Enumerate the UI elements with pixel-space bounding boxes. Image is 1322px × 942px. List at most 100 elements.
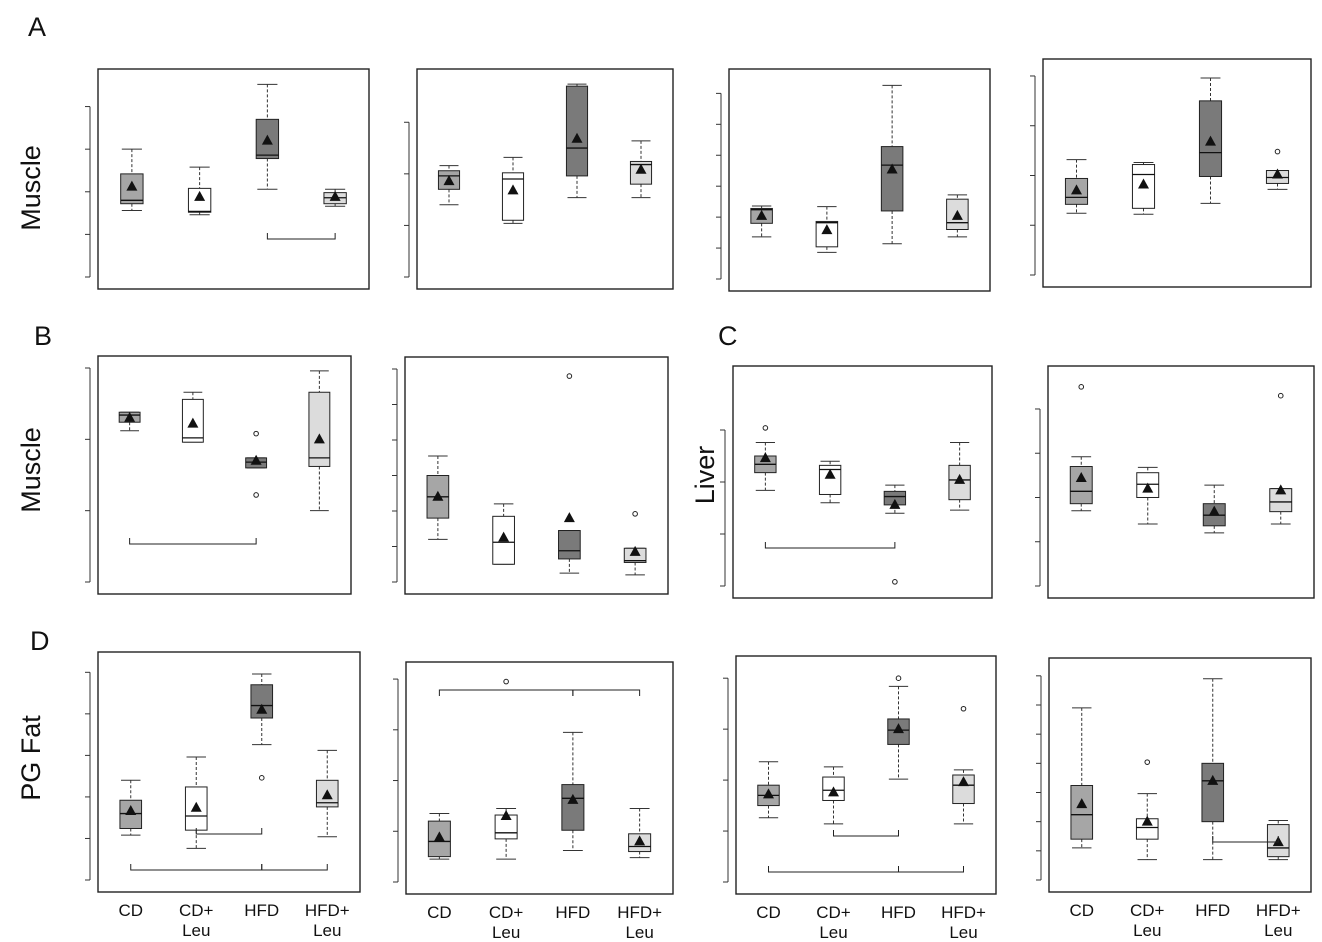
plot-frame (1047, 365, 1315, 599)
box-cd-plus-leu (501, 156, 525, 224)
significance-bracket (898, 866, 964, 873)
row-label-muscle-b: Muscle (16, 427, 46, 513)
outlier-point (895, 675, 902, 681)
box-cd (757, 761, 780, 819)
box-cd (120, 148, 144, 212)
x-category-label-line: Leu (625, 923, 653, 942)
box-cd (427, 813, 451, 860)
significance-bracket (130, 864, 263, 871)
box-cd-plus-leu (815, 206, 839, 253)
x-category-label: CD+ Leu (179, 901, 214, 940)
box-cd (118, 411, 141, 432)
panel-letter-a: A (28, 12, 46, 42)
x-category-label: CD (1069, 901, 1094, 920)
mean-marker (828, 786, 839, 797)
box-hfd (565, 83, 589, 199)
box-cd-plus-leu (822, 766, 845, 825)
significance-bracket (764, 542, 896, 549)
mean-marker (1138, 178, 1149, 189)
box-cd (750, 205, 773, 238)
outlier-point (1078, 384, 1085, 390)
box-cd (1070, 707, 1094, 849)
box-cd-plus-leu (492, 503, 515, 565)
mean-marker (329, 190, 341, 201)
mean-marker (821, 224, 833, 235)
outlier-point (892, 579, 898, 585)
x-category-label: HFD+ Leu (305, 901, 350, 940)
box-hfd (1201, 678, 1225, 861)
x-category-label: HFD (1195, 901, 1230, 920)
plot-frame (728, 68, 991, 292)
mean-marker (1275, 484, 1287, 495)
mean-marker (763, 788, 774, 799)
box-cd-plus-leu (181, 391, 204, 443)
x-category-label: CD (427, 903, 452, 922)
x-category-label-line: CD+ (1130, 901, 1165, 920)
box-hfd-plus-leu (1265, 148, 1290, 190)
mean-marker (433, 831, 445, 842)
chart-panel-4 (1030, 58, 1312, 288)
x-category-label-line: Leu (1264, 921, 1292, 940)
mean-marker (634, 835, 646, 846)
x-category-label: CD+ Leu (1130, 901, 1165, 940)
row-label-pg-fat: PG Fat (16, 715, 46, 801)
iqr-box (250, 684, 274, 719)
x-category-label: HFD+ Leu (941, 903, 986, 942)
mean-marker (951, 209, 963, 220)
x-category-label-line: HFD+ (1256, 901, 1301, 920)
mean-marker (1207, 774, 1219, 785)
x-category-label-line: Leu (1133, 921, 1161, 940)
outlier-point (762, 425, 769, 431)
mean-marker (190, 801, 202, 812)
x-category-label: HFD (881, 903, 916, 922)
box-cd-plus-leu (494, 678, 518, 860)
iqr-box (1201, 762, 1225, 823)
mean-marker (250, 454, 262, 465)
significance-bracket (266, 233, 336, 240)
iqr-box (1070, 785, 1094, 840)
mean-marker (1076, 798, 1088, 809)
x-category-label-line: HFD (555, 903, 590, 922)
mean-marker (889, 498, 901, 509)
x-category-label-line: CD+ (816, 903, 851, 922)
chart-panel-6 (392, 356, 669, 595)
outlier-point (1144, 759, 1151, 765)
mean-marker (759, 452, 771, 463)
x-category-label: HFD (555, 903, 590, 922)
mean-marker (893, 723, 904, 734)
panel-letter-c: C (718, 321, 738, 351)
x-category-label-line: CD (118, 901, 143, 920)
mean-marker (500, 810, 512, 821)
mean-marker (125, 805, 137, 816)
box-hfd-plus-leu (629, 140, 653, 199)
plot-frame (1048, 657, 1312, 893)
mean-marker (187, 417, 199, 428)
mean-marker (563, 512, 575, 523)
box-cd (437, 165, 461, 206)
mean-marker (571, 132, 583, 143)
panel-letter-b: B (34, 321, 52, 351)
row-label-muscle-a: Muscle (16, 145, 46, 231)
mean-marker (629, 545, 641, 556)
mean-marker (567, 793, 579, 804)
iqr-box (565, 85, 589, 177)
x-category-label-line: CD (1069, 901, 1094, 920)
plot-frame (405, 661, 674, 895)
outlier-point (566, 373, 573, 379)
x-category-label-line: CD+ (489, 903, 524, 922)
x-category-label: HFD+ Leu (617, 903, 662, 942)
box-hfd-plus-leu (952, 705, 975, 825)
chart-panel-10: CD CD+ Leu HFD HFD+ Leu (393, 661, 674, 942)
box-hfd (558, 373, 581, 574)
significance-bracket (768, 866, 899, 873)
box-hfd-plus-leu (1269, 392, 1293, 525)
box-cd (754, 425, 777, 491)
mean-marker (124, 411, 136, 422)
mean-marker (321, 789, 333, 800)
chart-panel-1 (85, 68, 370, 290)
x-category-label-line: HFD+ (617, 903, 662, 922)
box-cd (426, 455, 450, 540)
plot-frame (732, 365, 993, 599)
chart-panel-5 (85, 355, 352, 595)
